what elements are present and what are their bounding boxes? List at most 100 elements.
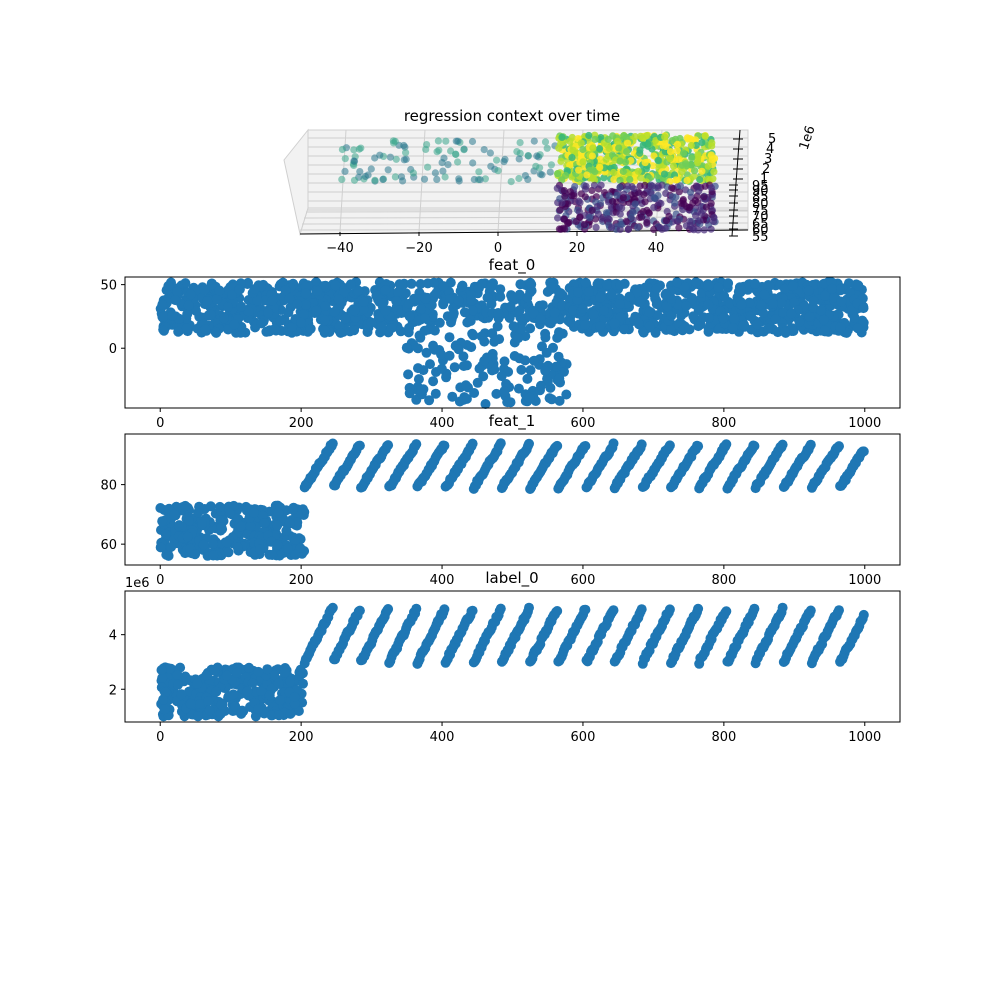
scatter-point xyxy=(858,609,869,620)
scatter-point xyxy=(819,278,829,289)
scatter-point xyxy=(499,386,510,397)
y-tick-label: 50 xyxy=(100,279,117,294)
scatter-point-3d xyxy=(602,155,610,163)
scatter-point-3d xyxy=(616,176,624,184)
scatter-point xyxy=(554,395,565,406)
scatter-point xyxy=(858,446,869,457)
scatter-point xyxy=(489,336,500,347)
scatter-point xyxy=(172,670,183,681)
scatter-point xyxy=(608,438,619,449)
scatter-point-3d xyxy=(675,224,683,232)
y-tick-label-3d: 75 xyxy=(752,204,769,219)
scatter-point xyxy=(779,326,790,337)
scatter-point xyxy=(349,305,360,316)
scatter-point xyxy=(158,311,169,322)
scatter-point-3d xyxy=(568,154,576,162)
scatter-point xyxy=(234,284,245,295)
scatter-point xyxy=(236,708,247,718)
scatter-point-3d xyxy=(678,161,686,169)
scatter-point xyxy=(333,294,344,305)
scatter-point-3d xyxy=(516,149,524,157)
scatter-point-3d xyxy=(371,176,379,184)
scatter-point-3d xyxy=(707,225,715,233)
scatter-point xyxy=(420,313,431,324)
scatter-point-3d xyxy=(481,175,489,183)
scatter-point xyxy=(285,708,296,719)
scatter-point xyxy=(719,291,730,302)
scatter-point xyxy=(606,289,617,300)
scatter-point xyxy=(479,336,490,347)
scatter-point xyxy=(750,278,760,289)
scatter-point-3d xyxy=(640,191,648,199)
scatter-point-3d xyxy=(392,155,400,163)
y-tick-label-3d: 65 xyxy=(752,217,769,232)
scatter-point xyxy=(296,317,307,328)
scatter-point xyxy=(158,694,169,705)
scatter-point xyxy=(535,314,546,325)
scatter-point xyxy=(256,318,267,329)
scatter-point xyxy=(818,314,829,325)
scatter-point xyxy=(201,670,212,681)
scatter-point-3d xyxy=(683,176,691,184)
scatter-point xyxy=(505,301,516,312)
scatter-point-3d xyxy=(637,213,646,221)
x-tick-label: 1000 xyxy=(848,573,881,588)
scatter-point xyxy=(492,321,503,332)
scatter-point xyxy=(552,606,563,616)
x-tick-label: 0 xyxy=(156,573,164,588)
scatter-point xyxy=(580,320,591,330)
scatter-points-feat-0 xyxy=(155,277,869,409)
scatter-point xyxy=(478,371,489,382)
scatter-point xyxy=(163,550,174,561)
scatter-point xyxy=(666,310,677,321)
scatter-point xyxy=(858,303,869,314)
scatter-point-3d xyxy=(673,140,682,148)
scatter-point xyxy=(745,311,756,322)
scatter-point-3d xyxy=(641,181,649,189)
scatter-point xyxy=(580,277,591,288)
x-axis-line-3d xyxy=(299,229,749,235)
scatter-point xyxy=(644,307,655,318)
x-tick-label-3d: 40 xyxy=(648,241,665,256)
scatter-point-3d xyxy=(650,225,658,234)
scatter-point-3d xyxy=(650,203,658,212)
scatter-point xyxy=(580,441,591,451)
scatter-point xyxy=(749,603,760,614)
scatter-point-3d xyxy=(671,199,679,207)
scatter-point xyxy=(725,298,735,309)
scatter-point xyxy=(198,539,209,550)
scatter-point xyxy=(329,306,340,317)
scatter-point xyxy=(193,507,203,518)
scatter-point xyxy=(157,299,168,310)
scatter-point xyxy=(495,291,506,302)
scatter-point-3d xyxy=(694,226,702,234)
scatter-point-3d xyxy=(624,139,632,147)
y-tick-label-3d: 70 xyxy=(752,210,769,225)
scatter-point-3d xyxy=(624,225,632,234)
scatter-point-3d xyxy=(470,175,478,184)
scatter-point-3d xyxy=(619,167,627,176)
scatter-point-3d xyxy=(486,149,494,157)
scatter-point xyxy=(542,286,553,297)
scatter-point-3d xyxy=(643,219,651,227)
scatter-point xyxy=(721,606,732,617)
scatter-point-3d xyxy=(400,156,408,164)
scatter-point-3d xyxy=(675,156,683,164)
scatter-point xyxy=(193,711,203,722)
scatter-point-3d xyxy=(700,226,708,234)
x-tick-label-3d: −40 xyxy=(326,241,353,256)
scatter-point xyxy=(236,301,247,312)
scatter-point xyxy=(335,327,346,338)
scatter-point-3d xyxy=(575,197,583,205)
scatter-point xyxy=(249,284,260,295)
scatter-point-3d xyxy=(580,221,589,229)
z-tick-label-3d: 4 xyxy=(766,142,774,157)
scatter-point-3d xyxy=(696,175,704,184)
scatter-point xyxy=(808,296,819,306)
scatter-point xyxy=(495,438,506,449)
scatter-point xyxy=(383,440,394,451)
scatter-point xyxy=(444,332,455,343)
scatter-point xyxy=(808,302,819,313)
scatter-point xyxy=(444,350,455,361)
scatter-point-3d xyxy=(515,174,523,183)
